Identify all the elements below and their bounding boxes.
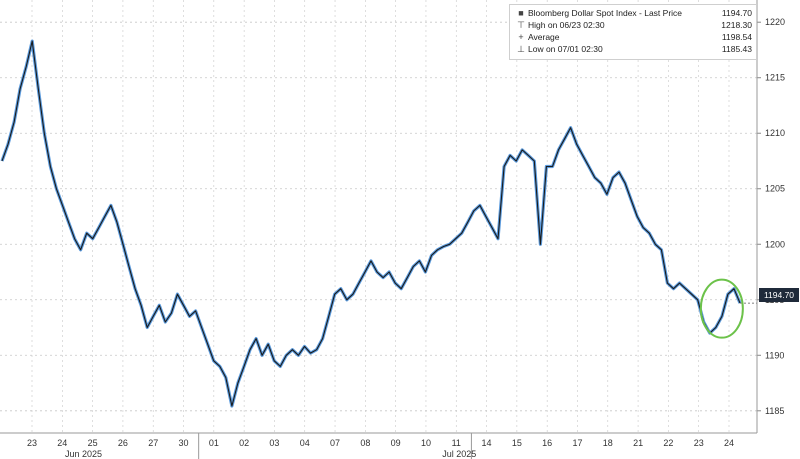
x-axis: 23 24 25 26 27 30 01 02 03 04 07 08 09 10 11 14 15 16 17 18…	[0, 432, 757, 459]
x-tick-label: 03	[269, 438, 279, 448]
y-tick-label: 1205	[765, 184, 785, 194]
highlight-circle	[699, 278, 744, 339]
x-tick-label: 24	[57, 438, 67, 448]
y-axis: 11851190119512001205121012151220	[756, 0, 785, 433]
x-tick-label: 21	[633, 438, 643, 448]
legend-low-value: 1185.43	[721, 43, 752, 54]
legend-high-value: 1218.30	[721, 19, 752, 30]
y-tick-label: 1220	[765, 17, 785, 27]
y-tick-label: 1215	[765, 73, 785, 83]
legend-low-icon: ⊥	[517, 43, 525, 54]
x-tick-label: 02	[239, 438, 249, 448]
x-tick-label: 27	[148, 438, 158, 448]
y-tick-label: 1190	[765, 350, 784, 360]
x-tick-label: 22	[663, 438, 673, 448]
legend-row-low: ⊥ Low on 07/01 02:30 1185.43	[514, 43, 752, 55]
legend-row-average: + Average 1198.54	[514, 31, 752, 43]
x-tick-label: 11	[452, 438, 461, 448]
x-tick-label: 04	[300, 438, 310, 448]
x-tick-label: 09	[391, 438, 401, 448]
series-line-shadow	[0, 39, 742, 408]
legend-average-icon: +	[518, 31, 524, 42]
x-tick-label: 23	[27, 438, 37, 448]
x-tick-label: 23	[694, 438, 704, 448]
legend-average-value: 1198.54	[721, 31, 752, 42]
x-tick-label: 15	[512, 438, 522, 448]
legend-row-high: ⊤ High on 06/23 02:30 1218.30	[514, 19, 752, 31]
y-tick-label: 1200	[765, 239, 785, 249]
x-tick-label: 07	[330, 438, 340, 448]
legend-last-price-icon: ■	[518, 7, 524, 18]
x-tick-label: 01	[209, 438, 219, 448]
x-tick-label: 18	[603, 438, 613, 448]
x-tick-label: 16	[542, 438, 552, 448]
last-price-tag: 1194.70	[759, 288, 799, 302]
x-tick-label: 25	[88, 438, 98, 448]
y-tick-label: 1185	[765, 406, 784, 416]
legend-last-price-label: Bloomberg Dollar Spot Index - Last Price	[528, 7, 683, 18]
x-tick-label: 14	[482, 438, 492, 448]
x-tick-label: 08	[360, 438, 370, 448]
series-layer	[0, 39, 742, 408]
legend-average-label: Average	[528, 31, 560, 42]
legend-high-label: High on 06/23 02:30	[528, 19, 605, 30]
x-tick-label: 10	[421, 438, 431, 448]
x-tick-label: 30	[179, 438, 189, 448]
legend-low-label: Low on 07/01 02:30	[528, 43, 603, 54]
x-month-label: Jul 2025	[442, 449, 476, 459]
legend-row-last-price: ■ Bloomberg Dollar Spot Index - Last Pri…	[514, 7, 752, 19]
legend-high-icon: ⊤	[517, 19, 525, 30]
chart-legend: ■ Bloomberg Dollar Spot Index - Last Pri…	[509, 4, 757, 60]
legend-last-price-value: 1194.70	[721, 7, 752, 18]
x-tick-label: 17	[572, 438, 582, 448]
x-tick-label: 24	[724, 438, 734, 448]
y-tick-label: 1210	[765, 128, 785, 138]
x-month-label: Jun 2025	[65, 449, 102, 459]
series-line	[1, 40, 741, 407]
x-tick-label: 26	[118, 438, 128, 448]
annotation-layer	[699, 278, 757, 339]
